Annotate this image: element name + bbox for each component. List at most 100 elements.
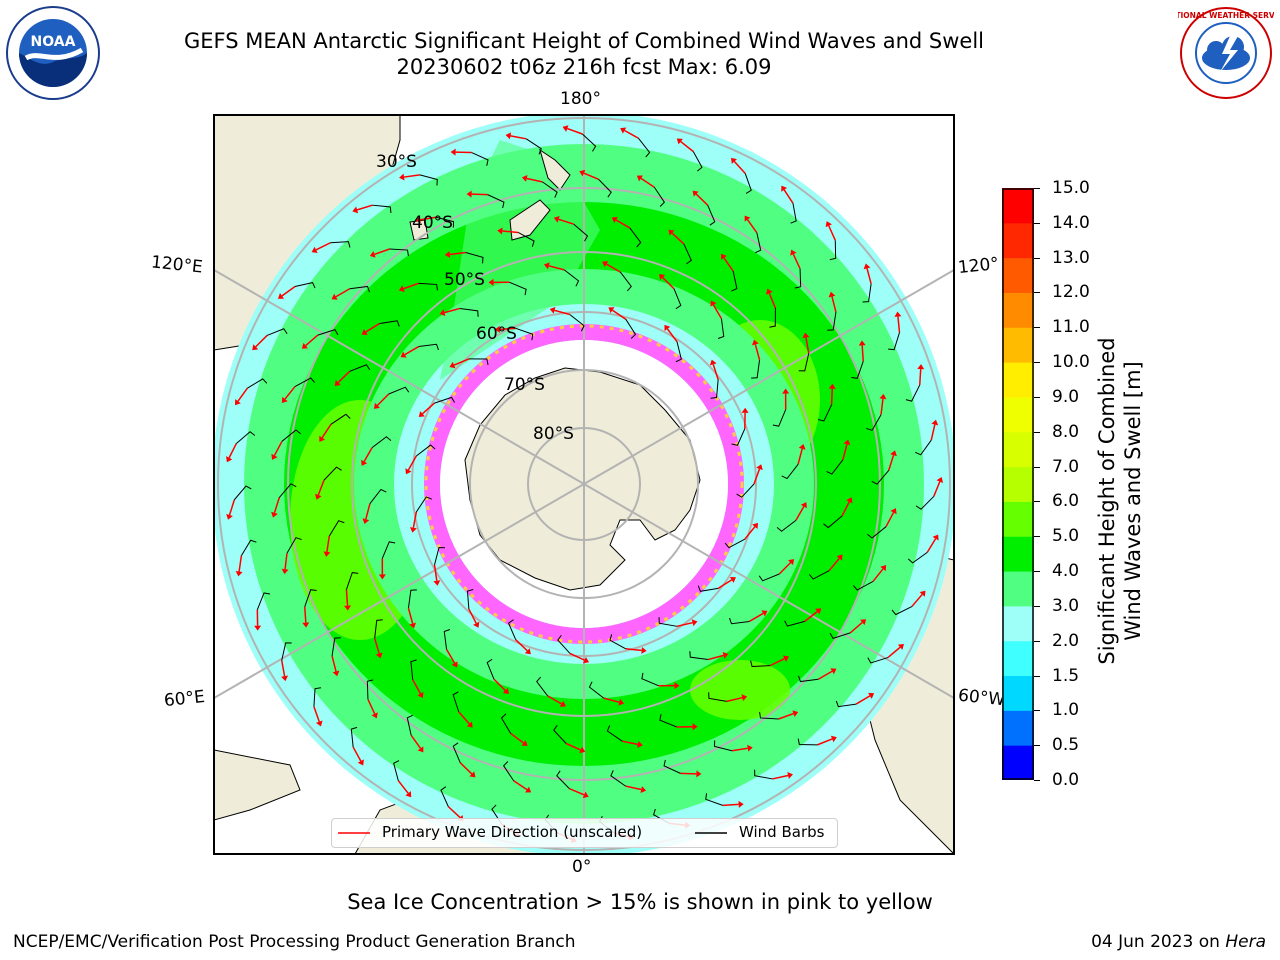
wave-direction-arrowhead <box>676 138 683 145</box>
wind-barb <box>794 268 802 289</box>
wave-direction-arrow <box>828 557 840 572</box>
wind-barb <box>278 483 297 498</box>
colorbar-tick-label: 3.0 <box>1052 595 1080 616</box>
wave-direction-arrowhead <box>815 608 822 615</box>
wave-direction-arrow <box>887 454 895 471</box>
wave-direction-arrowhead <box>919 590 926 597</box>
wind-barb <box>557 634 571 654</box>
nws-logo: NATIONAL WEATHER SERVICE <box>1164 6 1280 100</box>
colorbar-segment <box>1002 188 1034 224</box>
wind-barb <box>758 573 780 582</box>
wave-direction-arrowhead <box>800 502 807 509</box>
wind-barb <box>891 606 913 616</box>
colorbar-ticks: 0.0 0.5 1.0 1.5 2.0 3.0 4.0 5.0 6.0 7.0 8.0 9.0 10.0… <box>1034 178 1100 792</box>
colorbar-segment <box>1002 362 1034 398</box>
wave-direction-arrowhead <box>843 439 851 446</box>
wind-barb <box>729 617 750 625</box>
wave-direction-arrowhead <box>618 698 625 706</box>
wave-direction-arrowhead <box>691 619 698 627</box>
wave-direction-arrow <box>744 526 756 540</box>
wind-barb <box>418 282 438 291</box>
legend-arrow-swatch <box>338 832 370 834</box>
wind-barb <box>452 691 460 713</box>
wind-barb <box>330 241 351 248</box>
wind-barb <box>638 137 651 158</box>
wave-direction-arrowhead <box>721 253 727 260</box>
wave-direction-arrow <box>515 639 528 652</box>
wave-direction-arrow <box>284 553 288 570</box>
wind-barb <box>233 485 252 501</box>
wave-direction-arrowhead <box>766 288 773 295</box>
wave-direction-arrowhead <box>602 261 609 268</box>
wave-direction-arrowhead <box>858 340 866 346</box>
wave-direction-arrowhead <box>611 217 618 224</box>
wind-barb <box>823 515 843 529</box>
wave-direction-arrowhead <box>344 605 352 611</box>
wave-direction-arrow <box>831 296 837 313</box>
lon-label-60w: 60°W <box>957 685 1006 711</box>
wind-barb <box>465 252 484 264</box>
wind-barb <box>434 396 456 404</box>
wave-direction-arrow <box>726 696 743 703</box>
wind-barb <box>610 770 626 787</box>
wave-direction-arrowhead <box>543 262 550 270</box>
wind-barb <box>675 341 682 363</box>
wave-direction-arrow <box>615 219 631 229</box>
wave-direction-arrowhead <box>361 329 368 335</box>
colorbar-tick-label: 0.5 <box>1052 735 1080 756</box>
wave-direction-arrowhead <box>868 692 875 699</box>
wind-barb <box>406 714 413 736</box>
wind-barb <box>829 632 851 639</box>
wind-barb <box>797 738 818 746</box>
wind-barb <box>708 692 727 702</box>
wind-barb <box>415 496 433 513</box>
wind-barb <box>407 589 417 609</box>
wave-direction-arrowhead <box>608 307 615 314</box>
colorbar-tick-mark <box>1034 431 1040 433</box>
colorbar-segment <box>1002 431 1034 468</box>
wind-barb <box>772 409 787 427</box>
wind-barb <box>731 270 738 292</box>
wave-direction-arrow <box>723 257 734 272</box>
wave-direction-arrowhead <box>334 379 341 386</box>
wave-direction-arrow <box>676 621 693 628</box>
wind-barb <box>744 173 752 194</box>
lon-label-120e: 120°E <box>150 252 204 278</box>
wave-direction-arrowhead <box>361 459 368 466</box>
wave-direction-arrow <box>624 129 639 139</box>
wave-direction-arrowhead <box>378 574 386 580</box>
colorbar-segment <box>1002 327 1034 363</box>
wind-barb <box>697 585 719 592</box>
wave-direction-arrowhead <box>664 324 671 331</box>
chart-subtitle: 20230602 t06z 216h fcst Max: 6.09 <box>396 55 772 79</box>
wind-barb <box>781 463 799 480</box>
wave-direction-arrow <box>712 304 723 320</box>
wave-direction-arrow <box>548 265 565 271</box>
wind-barb <box>440 786 449 807</box>
wind-barb <box>331 637 341 656</box>
wave-direction-arrow <box>897 316 901 333</box>
wave-direction-arrow <box>769 658 785 667</box>
wave-direction-arrow <box>861 345 864 362</box>
colorbar-tick-label: 13.0 <box>1052 247 1090 268</box>
colorbar-tick-mark <box>1034 327 1040 329</box>
colorbar-tick-label: 15.0 <box>1052 178 1090 198</box>
wind-barb <box>507 619 517 640</box>
wind-barb <box>619 271 632 292</box>
wave-direction-arrow <box>662 276 675 290</box>
wave-direction-arrowhead <box>830 735 837 743</box>
wave-direction-arrow <box>918 369 922 386</box>
map-frame <box>213 114 955 855</box>
wind-barb <box>372 204 392 214</box>
nws-logo-text: NATIONAL WEATHER SERVICE <box>1178 11 1274 20</box>
wave-direction-arrow <box>502 230 519 234</box>
wind-barb <box>419 174 438 186</box>
colorbar-svg <box>1002 188 1034 781</box>
wind-barb <box>388 386 410 395</box>
wave-direction-arrow <box>356 204 373 211</box>
wind-barb <box>751 359 761 379</box>
wind-barb <box>808 570 830 580</box>
wave-direction-arrowhead <box>315 493 322 500</box>
wind-barb <box>625 318 637 339</box>
wave-direction-arrow <box>317 479 325 496</box>
